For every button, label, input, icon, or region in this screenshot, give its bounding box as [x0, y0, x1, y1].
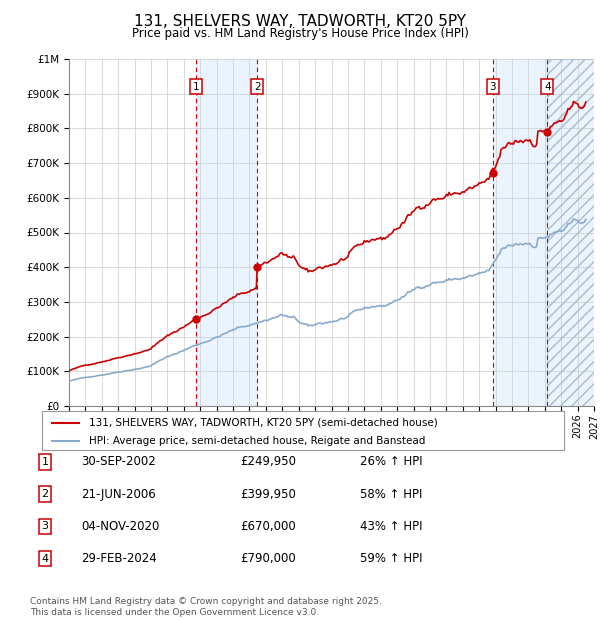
Text: 1: 1 — [193, 82, 199, 92]
Bar — [547, 59, 594, 406]
Text: 26% ↑ HPI: 26% ↑ HPI — [360, 456, 422, 468]
Text: 21-JUN-2006: 21-JUN-2006 — [81, 488, 156, 500]
Text: 58% ↑ HPI: 58% ↑ HPI — [360, 488, 422, 500]
Bar — [196, 59, 257, 406]
Text: £790,000: £790,000 — [240, 552, 296, 565]
Text: 30-SEP-2002: 30-SEP-2002 — [81, 456, 156, 468]
Text: 1: 1 — [41, 457, 49, 467]
Text: £249,950: £249,950 — [240, 456, 296, 468]
Bar — [493, 59, 547, 406]
Text: £399,950: £399,950 — [240, 488, 296, 500]
Text: 2: 2 — [254, 82, 260, 92]
Bar — [547, 59, 594, 406]
Text: 59% ↑ HPI: 59% ↑ HPI — [360, 552, 422, 565]
Text: 3: 3 — [490, 82, 496, 92]
Text: 4: 4 — [41, 554, 49, 564]
Text: 4: 4 — [544, 82, 551, 92]
Text: 04-NOV-2020: 04-NOV-2020 — [81, 520, 160, 533]
Text: HPI: Average price, semi-detached house, Reigate and Banstead: HPI: Average price, semi-detached house,… — [89, 436, 425, 446]
Text: £670,000: £670,000 — [240, 520, 296, 533]
Text: 131, SHELVERS WAY, TADWORTH, KT20 5PY (semi-detached house): 131, SHELVERS WAY, TADWORTH, KT20 5PY (s… — [89, 418, 438, 428]
Text: Price paid vs. HM Land Registry's House Price Index (HPI): Price paid vs. HM Land Registry's House … — [131, 27, 469, 40]
Text: 2: 2 — [41, 489, 49, 499]
Text: 29-FEB-2024: 29-FEB-2024 — [81, 552, 157, 565]
Text: 3: 3 — [41, 521, 49, 531]
Text: Contains HM Land Registry data © Crown copyright and database right 2025.
This d: Contains HM Land Registry data © Crown c… — [30, 598, 382, 617]
Text: 131, SHELVERS WAY, TADWORTH, KT20 5PY: 131, SHELVERS WAY, TADWORTH, KT20 5PY — [134, 14, 466, 29]
FancyBboxPatch shape — [42, 411, 564, 449]
Text: 43% ↑ HPI: 43% ↑ HPI — [360, 520, 422, 533]
